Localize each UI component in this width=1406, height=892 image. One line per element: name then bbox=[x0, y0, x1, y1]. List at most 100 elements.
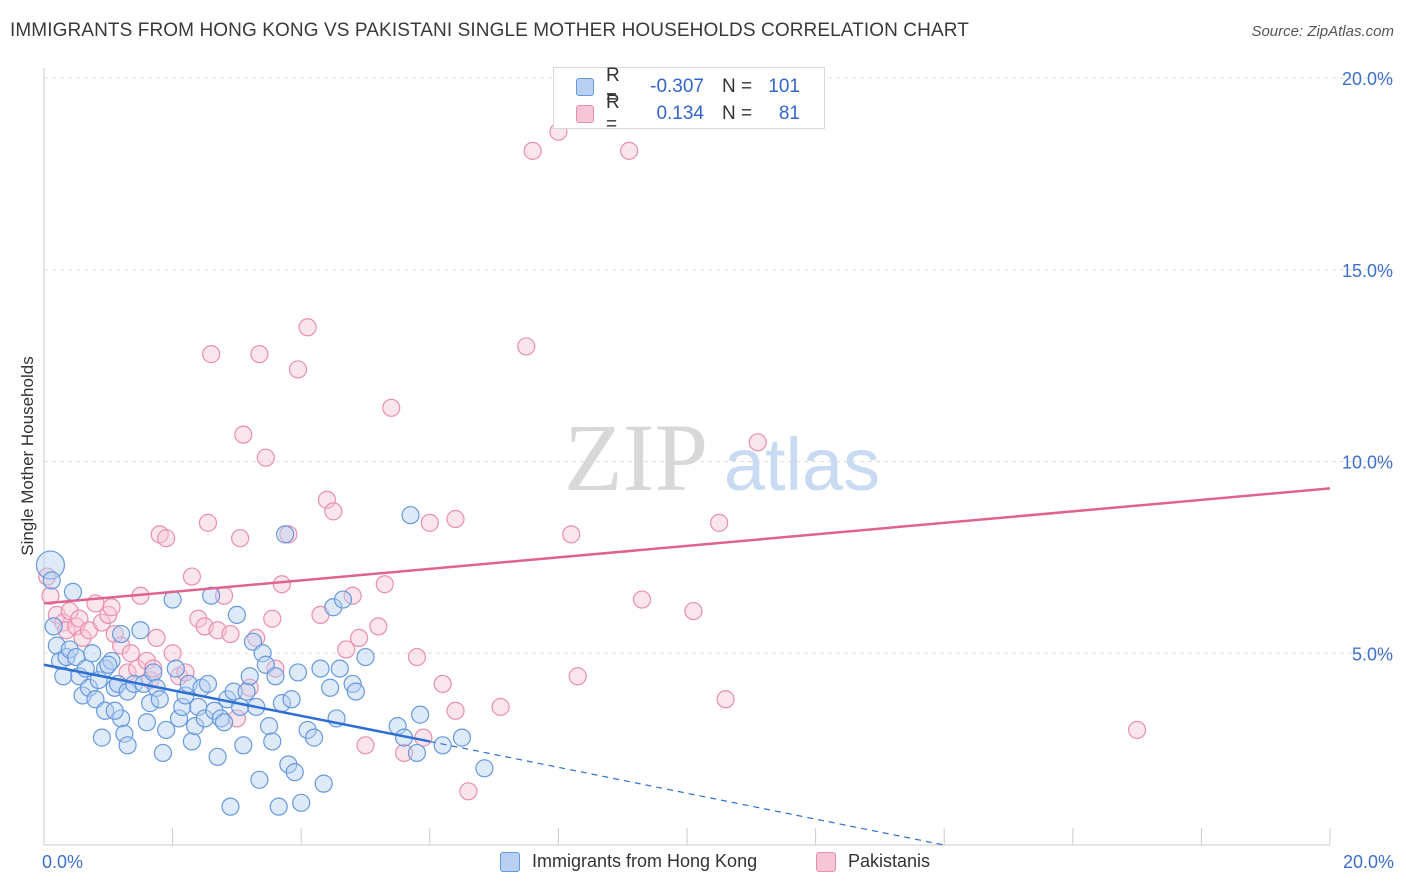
pakistanis-point bbox=[163, 644, 182, 663]
legend-item-hong-kong[interactable]: Immigrants from Hong Kong bbox=[500, 851, 757, 872]
legend-label: Pakistanis bbox=[848, 851, 931, 871]
pakistanis-point bbox=[288, 360, 308, 379]
watermark-atlas: atlas bbox=[724, 423, 880, 506]
pakistanis-point bbox=[568, 667, 587, 686]
pakistanis-point bbox=[382, 398, 401, 417]
legend-item-pakistanis[interactable]: Pakistanis bbox=[816, 851, 930, 872]
hong-kong-point bbox=[285, 763, 304, 782]
hong-kong-point bbox=[195, 709, 214, 728]
correlation-legend: R = -0.307 N = 101 R = 0.134 N = 81 bbox=[553, 65, 825, 135]
hong-kong-point bbox=[330, 659, 349, 678]
pakistanis-point bbox=[748, 433, 767, 452]
n-label: N = bbox=[722, 76, 753, 97]
pakistanis-point bbox=[60, 601, 79, 621]
pakistanis-points bbox=[38, 122, 1147, 801]
n-value: 81 bbox=[778, 103, 800, 124]
hong-kong-point bbox=[411, 705, 430, 724]
hong-kong-point bbox=[112, 624, 131, 644]
pakistanis-point bbox=[231, 529, 250, 548]
hong-kong-point bbox=[231, 697, 250, 717]
r-label: R = bbox=[606, 92, 620, 135]
pakistanis-point bbox=[420, 513, 439, 532]
hong-kong-point bbox=[105, 701, 124, 720]
hong-kong-point bbox=[166, 659, 185, 678]
hong-kong-point bbox=[407, 743, 427, 763]
pakistanis-point bbox=[620, 141, 639, 160]
y-tick-label: 10.0% bbox=[1342, 453, 1393, 473]
r-value: -0.307 bbox=[650, 76, 704, 97]
pakistanis-point bbox=[375, 575, 394, 594]
hong-kong-point bbox=[140, 694, 160, 713]
hong-kong-point bbox=[288, 663, 308, 682]
axes bbox=[43, 68, 1331, 846]
hong-kong-point bbox=[227, 605, 246, 625]
pakistanis-point bbox=[356, 736, 375, 755]
hong-kong-point bbox=[321, 678, 340, 697]
hong-kong-point bbox=[253, 644, 272, 663]
pakistanis-point bbox=[414, 728, 433, 747]
pakistanis-point bbox=[1127, 720, 1147, 740]
hong-kong-point bbox=[292, 793, 311, 812]
pakistanis-point bbox=[459, 782, 478, 801]
trend-lines bbox=[43, 487, 1331, 846]
hong-kong-point bbox=[42, 571, 61, 590]
hong-kong-point bbox=[282, 690, 301, 709]
pakistanis-point bbox=[298, 318, 317, 337]
pakistanis-point bbox=[272, 575, 292, 594]
pakistanis-point bbox=[256, 448, 275, 467]
hong-kong-point bbox=[63, 582, 83, 601]
chart-title: IMMIGRANTS FROM HONG KONG VS PAKISTANI S… bbox=[10, 20, 969, 41]
hong-kong-point bbox=[224, 682, 243, 701]
x-tick-max: 20.0% bbox=[1342, 852, 1394, 872]
pakistanis-point bbox=[562, 525, 581, 544]
n-value: 101 bbox=[768, 76, 800, 97]
hong-kong-point bbox=[118, 736, 137, 755]
hong-kong-point bbox=[92, 728, 111, 747]
pakistanis-point bbox=[684, 601, 703, 621]
pakistanis-point bbox=[491, 697, 510, 717]
pakistanis-point bbox=[324, 502, 343, 521]
watermark: ZIP atlas bbox=[564, 404, 880, 511]
pakistanis-point bbox=[433, 674, 452, 694]
hong-kong-point bbox=[186, 717, 205, 736]
pakistanis-point bbox=[349, 628, 369, 648]
hong-kong-point bbox=[356, 647, 375, 667]
pakistanis-point bbox=[41, 586, 60, 605]
pakistanis-point bbox=[369, 617, 388, 636]
source-credit: Source: ZipAtlas.com bbox=[1251, 23, 1394, 40]
legend-row-pakistanis: R = 0.134 N = 81 bbox=[576, 92, 800, 135]
y-tick-label: 20.0% bbox=[1342, 69, 1393, 89]
y-tick-label: 5.0% bbox=[1352, 644, 1393, 664]
x-tick-min: 0.0% bbox=[42, 852, 84, 872]
hong-kong-point bbox=[475, 759, 494, 778]
pakistanis-point bbox=[105, 624, 124, 644]
hong-kong-point bbox=[153, 743, 173, 763]
pakistanis-point bbox=[144, 659, 163, 678]
legend-row-hong-kong: R = -0.307 N = 101 bbox=[576, 65, 800, 108]
hong-kong-point bbox=[314, 774, 333, 793]
pakistanis-point bbox=[710, 513, 729, 532]
y-tick-labels: 5.0% 10.0% 15.0% 20.0% bbox=[1342, 69, 1393, 664]
hong-kong-point bbox=[250, 770, 269, 789]
hong-kong-point bbox=[240, 667, 259, 686]
pakistanis-point bbox=[234, 425, 253, 444]
hong-kong-point bbox=[333, 590, 353, 609]
pakistanis-point bbox=[343, 586, 362, 605]
pakistanis-point bbox=[407, 647, 427, 667]
hong-kong-point bbox=[173, 697, 192, 717]
pakistanis-trend-line bbox=[43, 487, 1331, 605]
pakistanis-point bbox=[263, 609, 282, 628]
hong-kong-trend-line bbox=[43, 663, 431, 743]
hong-kong-point bbox=[311, 659, 330, 678]
hong-kong-point bbox=[99, 655, 118, 674]
hong-kong-point bbox=[150, 690, 169, 709]
hong-kong-point bbox=[35, 550, 66, 580]
hong-kong-point bbox=[83, 644, 102, 663]
hong-kong-point bbox=[137, 713, 156, 732]
r-label: R = bbox=[606, 65, 620, 108]
hong-kong-point bbox=[452, 728, 472, 747]
pakistanis-point bbox=[446, 701, 465, 720]
pakistanis-point bbox=[446, 509, 465, 529]
pakistanis-point bbox=[632, 590, 652, 609]
